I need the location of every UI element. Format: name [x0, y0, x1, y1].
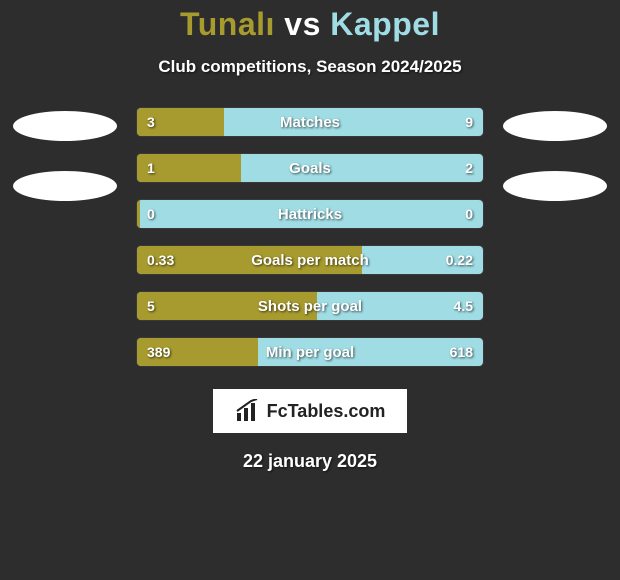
- avatar-oval: [503, 171, 607, 201]
- stat-bar-left-fill: [137, 154, 241, 182]
- stat-bar: Shots per goal54.5: [136, 291, 484, 321]
- stat-bar-right-fill: [137, 200, 483, 228]
- title-vs: vs: [284, 6, 321, 42]
- left-avatars-column: [10, 107, 120, 201]
- title-player1: Tunalı: [180, 6, 275, 42]
- source-logo-text: FcTables.com: [267, 401, 386, 422]
- stats-area: Matches39 Goals12 Hattricks00 Goals per mat…: [0, 107, 620, 367]
- stat-bar-left-fill: [137, 338, 258, 366]
- avatar-oval: [503, 111, 607, 141]
- stat-bar: Matches39: [136, 107, 484, 137]
- avatar-oval: [13, 111, 117, 141]
- title-player2: Kappel: [330, 6, 440, 42]
- avatar-oval: [13, 171, 117, 201]
- stat-bar: Hattricks00: [136, 199, 484, 229]
- stat-bar-left-fill: [137, 292, 317, 320]
- stat-bar: Goals12: [136, 153, 484, 183]
- stat-bar: Goals per match0.330.22: [136, 245, 484, 275]
- snapshot-date: 22 january 2025: [243, 451, 377, 472]
- bars-chart-icon: [235, 399, 259, 423]
- source-logo: FcTables.com: [213, 389, 408, 433]
- subtitle: Club competitions, Season 2024/2025: [158, 57, 461, 77]
- page-title: Tunalı vs Kappel: [180, 6, 440, 43]
- right-avatars-column: [500, 107, 610, 201]
- root: Tunalı vs Kappel Club competitions, Seas…: [0, 0, 620, 580]
- stat-bar-left-fill: [137, 246, 362, 274]
- comparison-bars: Matches39 Goals12 Hattricks00 Goals per mat…: [136, 107, 484, 367]
- stat-bar: Min per goal389618: [136, 337, 484, 367]
- stat-bar-left-fill: [137, 108, 224, 136]
- stat-bar-left-fill: [137, 200, 140, 228]
